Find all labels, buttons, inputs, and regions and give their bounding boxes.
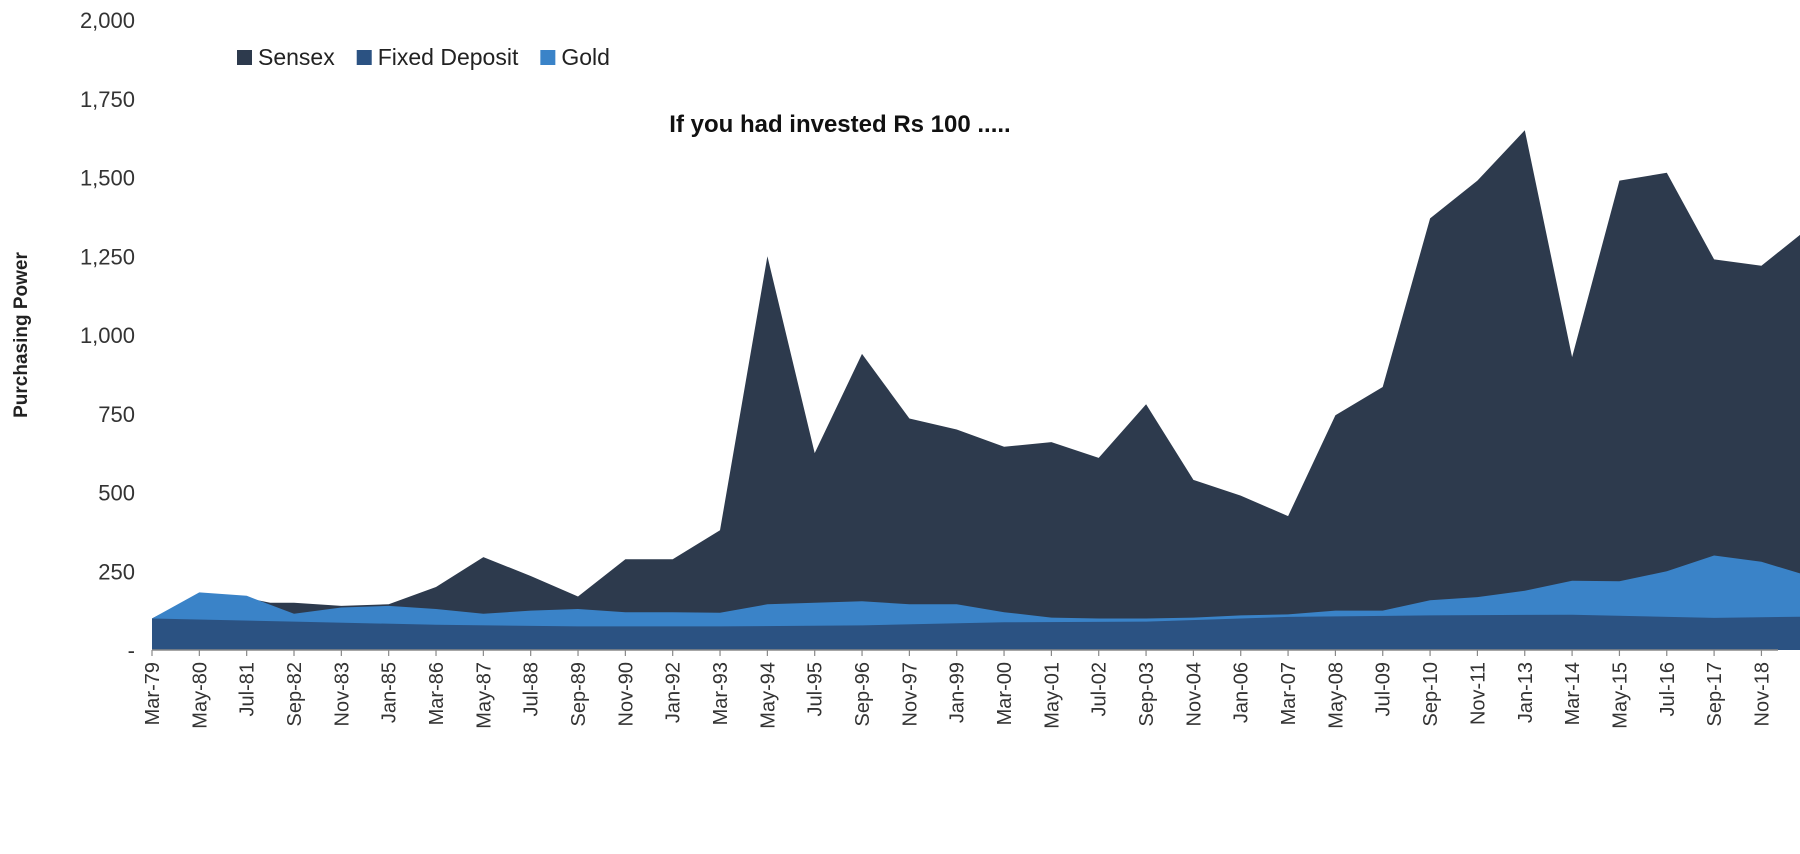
x-axis-ticks: Mar-79 May-80 Jul-81 Sep-82 Nov-83 Jan-85 Mar-… bbox=[142, 650, 1773, 729]
y-tick-label: 250 bbox=[98, 559, 135, 584]
x-tick-label: Mar-07 bbox=[1278, 662, 1300, 725]
x-tick-label: Mar-79 bbox=[142, 662, 164, 725]
y-tick-label: 1,500 bbox=[80, 166, 135, 191]
axes: - 250 500 750 1,000 1,250 1,500 1,750 2,000 Mar-… bbox=[80, 8, 1778, 729]
x-tick-label: May-87 bbox=[473, 662, 495, 729]
x-tick-label: Mar-14 bbox=[1562, 662, 1584, 725]
legend-swatch-sensex bbox=[237, 50, 252, 65]
chart-title: If you had invested Rs 100 ..... bbox=[669, 111, 1010, 138]
x-tick-label: Sep-03 bbox=[1136, 662, 1158, 727]
x-tick-label: Jul-81 bbox=[237, 662, 259, 716]
series-areas bbox=[152, 130, 1800, 650]
x-tick-label: Sep-89 bbox=[568, 662, 590, 727]
x-tick-label: Sep-96 bbox=[852, 662, 874, 727]
y-tick-label: 750 bbox=[98, 402, 135, 427]
y-tick-label: 1,750 bbox=[80, 87, 135, 112]
x-tick-label: Nov-11 bbox=[1467, 662, 1489, 725]
x-tick-label: Sep-10 bbox=[1420, 662, 1442, 727]
x-tick-label: Nov-83 bbox=[331, 662, 353, 726]
x-tick-label: May-80 bbox=[189, 662, 211, 729]
x-tick-label: Jul-09 bbox=[1373, 662, 1395, 716]
legend-swatch-fixed-deposit bbox=[356, 50, 372, 65]
x-tick-label: Mar-86 bbox=[426, 662, 448, 725]
legend-swatch-gold bbox=[540, 50, 556, 65]
x-tick-label: Jul-95 bbox=[805, 662, 827, 716]
x-tick-label: Mar-93 bbox=[710, 662, 732, 725]
legend-label-fixed-deposit: Fixed Deposit bbox=[378, 44, 519, 70]
x-tick-label: Jan-06 bbox=[1231, 662, 1253, 723]
y-axis-ticks: - 250 500 750 1,000 1,250 1,500 1,750 2,000 bbox=[80, 8, 135, 663]
x-tick-label: Jan-85 bbox=[379, 662, 401, 723]
y-tick-label: 1,250 bbox=[80, 244, 135, 269]
series-area-sensex bbox=[152, 130, 1800, 650]
x-tick-label: Nov-04 bbox=[1183, 662, 1205, 726]
y-tick-label: 500 bbox=[98, 481, 135, 506]
x-tick-label: Nov-97 bbox=[899, 662, 921, 726]
x-tick-label: Sep-82 bbox=[284, 662, 306, 727]
y-axis-label: Purchasing Power bbox=[11, 252, 32, 418]
legend-label-sensex: Sensex bbox=[258, 44, 335, 70]
legend: Sensex Fixed Deposit Gold bbox=[237, 44, 610, 70]
x-tick-label: May-94 bbox=[757, 662, 779, 729]
y-tick-label: 2,000 bbox=[80, 8, 135, 33]
x-tick-label: Jul-16 bbox=[1657, 662, 1679, 716]
x-tick-label: Jan-92 bbox=[663, 662, 685, 723]
series-area-fixed-deposit bbox=[152, 614, 1800, 650]
x-tick-label: May-01 bbox=[1041, 662, 1063, 729]
x-tick-label: Nov-90 bbox=[615, 662, 637, 726]
y-tick-label: - bbox=[128, 638, 135, 663]
x-tick-label: Jan-13 bbox=[1515, 662, 1537, 723]
x-tick-label: Mar-00 bbox=[994, 662, 1016, 725]
x-tick-label: May-15 bbox=[1609, 662, 1631, 729]
x-tick-label: Jul-02 bbox=[1089, 662, 1111, 716]
x-tick-label: May-08 bbox=[1325, 662, 1347, 729]
y-tick-label: 1,000 bbox=[80, 323, 135, 348]
legend-label-gold: Gold bbox=[561, 44, 610, 70]
x-tick-label: Jan-99 bbox=[947, 662, 969, 723]
x-tick-label: Nov-18 bbox=[1751, 662, 1773, 726]
x-tick-label: Sep-17 bbox=[1704, 662, 1726, 727]
x-tick-label: Jul-88 bbox=[521, 662, 543, 716]
